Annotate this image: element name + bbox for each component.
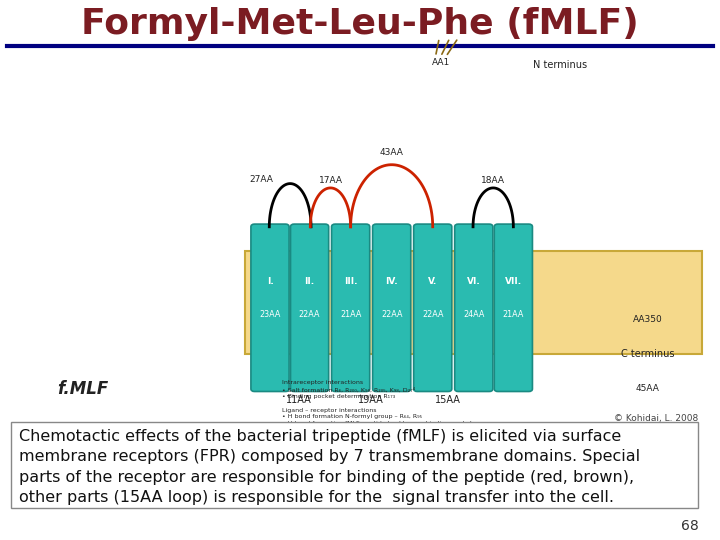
FancyBboxPatch shape [373, 224, 411, 392]
Text: 21AA: 21AA [340, 310, 361, 319]
Text: 15AA: 15AA [435, 395, 461, 404]
Text: f.MLF: f.MLF [57, 380, 109, 398]
FancyBboxPatch shape [331, 224, 370, 392]
Text: 45AA: 45AA [636, 384, 660, 393]
Text: 21AA: 21AA [503, 310, 524, 319]
FancyBboxPatch shape [290, 224, 328, 392]
Text: C terminus: C terminus [621, 349, 675, 359]
FancyBboxPatch shape [455, 224, 493, 392]
Text: 22AA: 22AA [299, 310, 320, 319]
FancyBboxPatch shape [251, 224, 289, 392]
Text: VII.: VII. [505, 278, 522, 286]
Text: 68: 68 [680, 519, 698, 534]
Text: 11AA: 11AA [286, 395, 312, 404]
Text: VI.: VI. [467, 278, 481, 286]
FancyBboxPatch shape [494, 224, 533, 392]
Text: 19AA: 19AA [358, 395, 384, 404]
Text: 17AA: 17AA [318, 177, 343, 185]
FancyBboxPatch shape [11, 422, 698, 508]
Text: AA350: AA350 [633, 315, 663, 324]
Text: 22AA: 22AA [381, 310, 402, 319]
FancyBboxPatch shape [413, 224, 452, 392]
Text: © Kohidai, L. 2008: © Kohidai, L. 2008 [614, 414, 698, 423]
Text: 18AA: 18AA [481, 177, 505, 185]
Text: 23AA: 23AA [259, 310, 281, 319]
Text: IV.: IV. [385, 278, 398, 286]
Text: 43AA: 43AA [379, 148, 404, 157]
Text: Intrareceptor interactions
• Salt formation R₆, R₂₀₀, K₉₈, R₂₀₅, K₉₈, D₂₇⁴
• Bin: Intrareceptor interactions • Salt format… [282, 380, 472, 440]
Text: III.: III. [344, 278, 357, 286]
FancyBboxPatch shape [245, 251, 702, 354]
Text: N terminus: N terminus [533, 60, 587, 70]
Text: Chemotactic effects of the bacterial tripeptide (fMLF) is elicited via surface
m: Chemotactic effects of the bacterial tri… [19, 429, 641, 505]
Text: I.: I. [266, 278, 274, 286]
Text: 24AA: 24AA [463, 310, 485, 319]
Text: 22AA: 22AA [422, 310, 444, 319]
Text: V.: V. [428, 278, 437, 286]
Text: AA1: AA1 [431, 58, 450, 66]
Text: Formyl-Met-Leu-Phe (fMLF): Formyl-Met-Leu-Phe (fMLF) [81, 8, 639, 41]
Text: II.: II. [305, 278, 315, 286]
Text: 27AA: 27AA [249, 175, 274, 184]
